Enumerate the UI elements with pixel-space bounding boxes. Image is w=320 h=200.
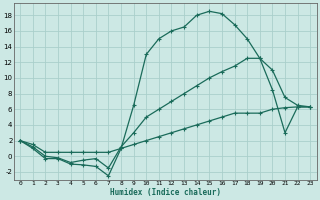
X-axis label: Humidex (Indice chaleur): Humidex (Indice chaleur)	[110, 188, 221, 197]
